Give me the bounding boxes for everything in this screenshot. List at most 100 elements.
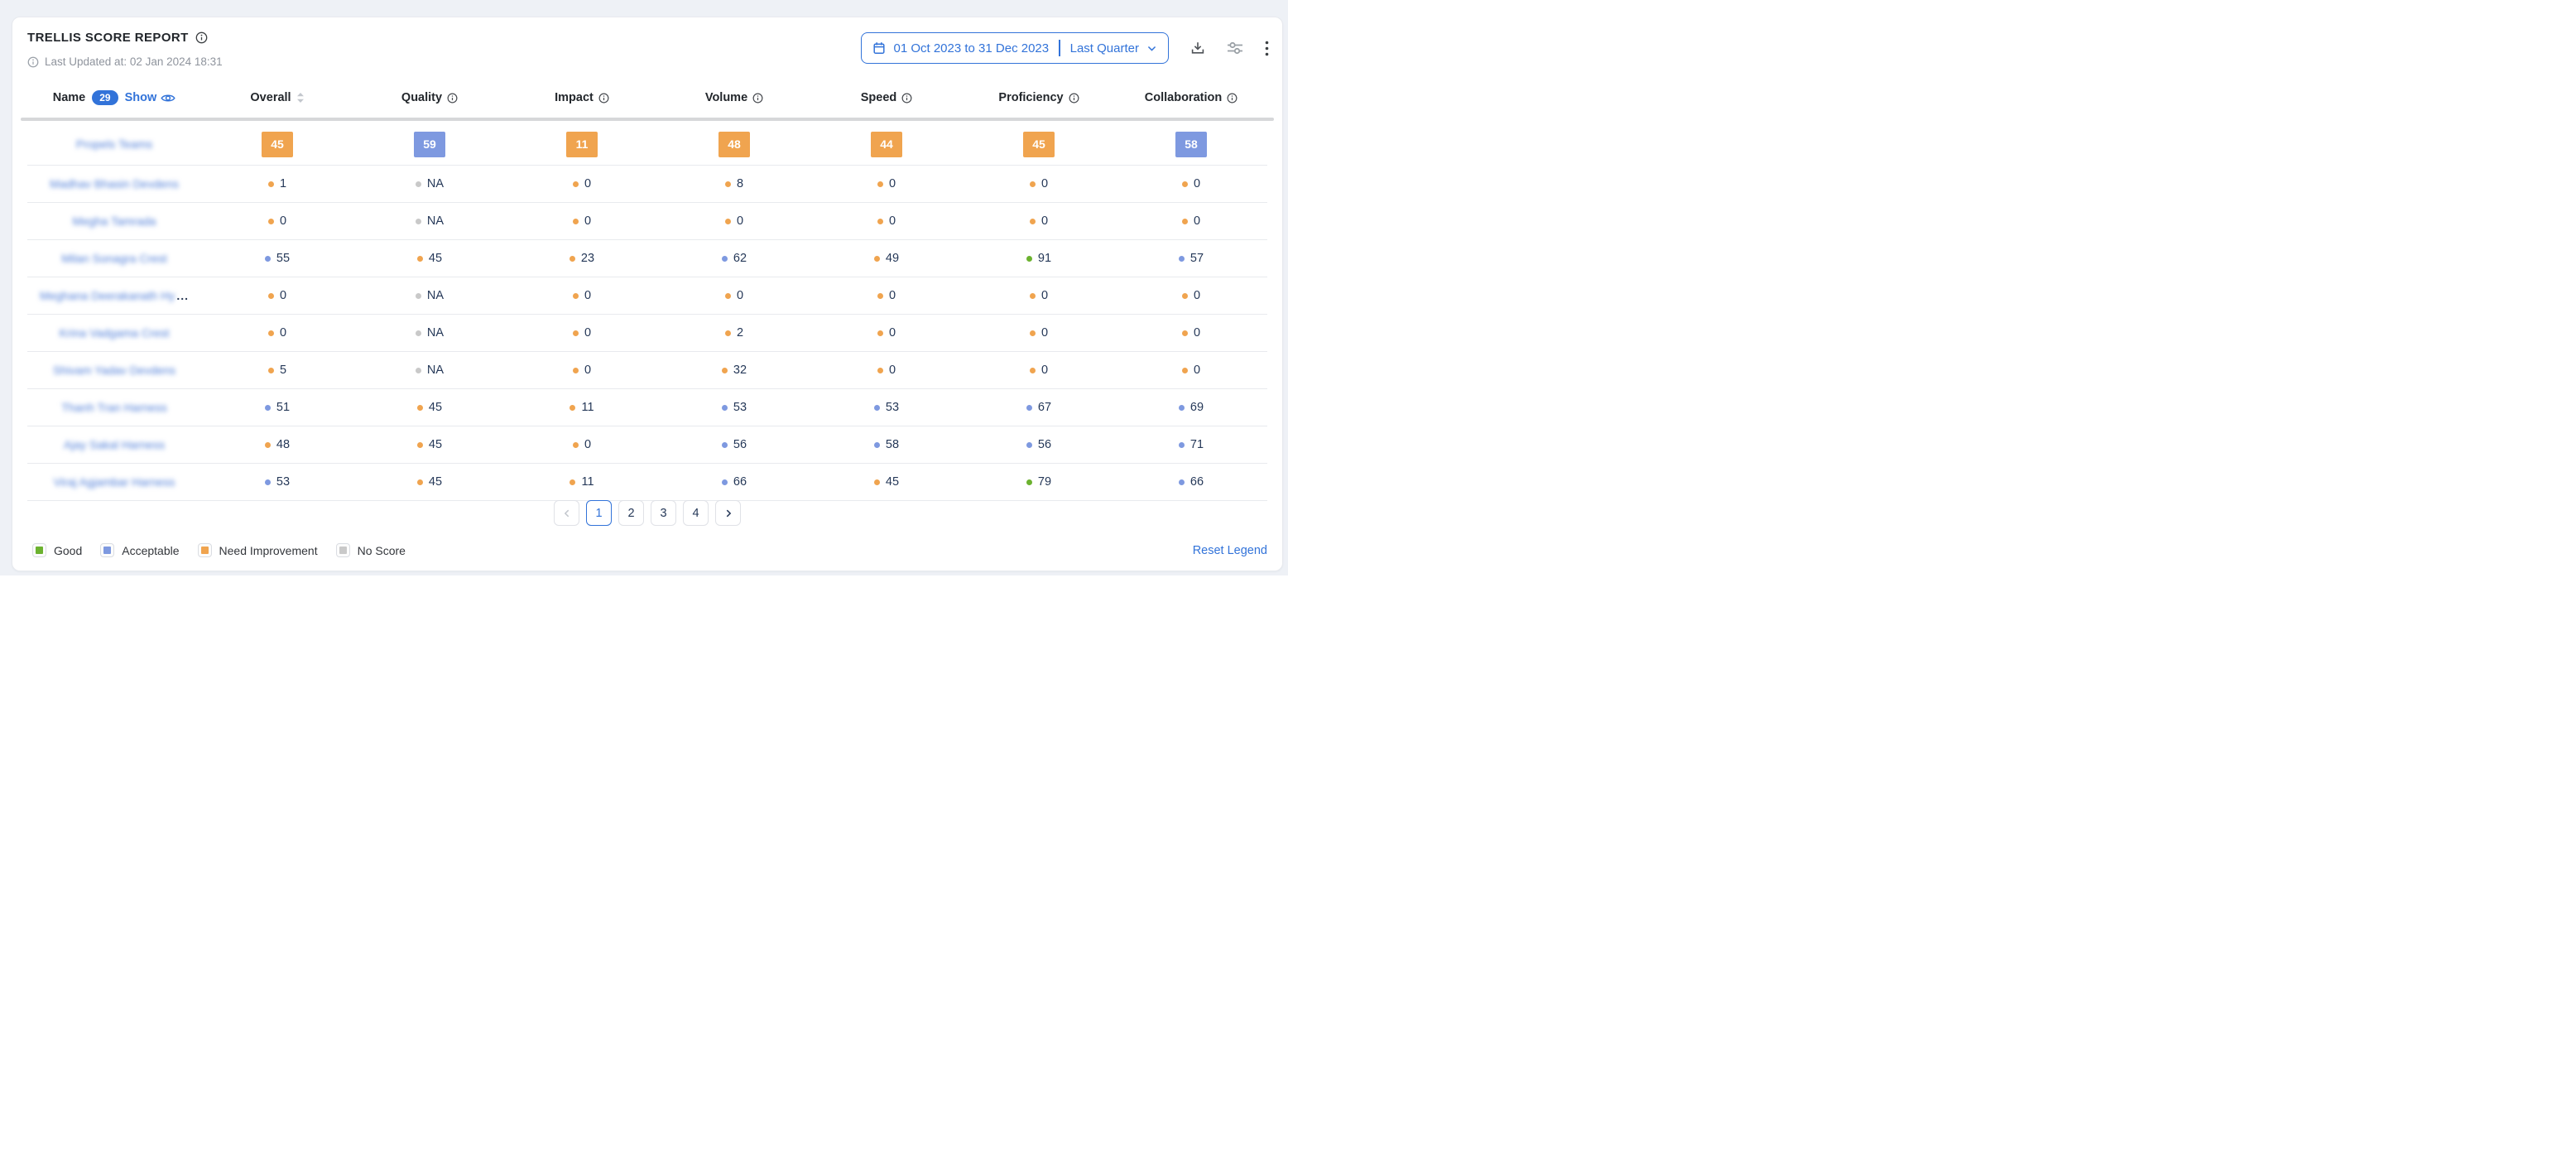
score-badge[interactable]: 44 bbox=[871, 131, 902, 157]
table-row: Meghana Deerakanath Hy... 0 NA 0 0 0 0 0 bbox=[27, 277, 1267, 315]
score-cell: 1 bbox=[201, 177, 353, 190]
score-level-dot bbox=[572, 181, 579, 187]
legend-label: Good bbox=[54, 543, 83, 557]
sliders-icon bbox=[1227, 41, 1243, 55]
score-level-dot bbox=[415, 181, 421, 187]
score-badge[interactable]: 11 bbox=[566, 131, 598, 157]
horizontal-scrollbar[interactable] bbox=[21, 118, 1274, 121]
score-value: 0 bbox=[279, 289, 287, 302]
score-cell: 0 bbox=[506, 289, 658, 302]
column-header-volume[interactable]: Volume bbox=[658, 91, 810, 104]
score-value: 5 bbox=[279, 364, 287, 377]
score-cell: 0 bbox=[963, 326, 1115, 340]
score-value: 0 bbox=[1040, 177, 1049, 190]
score-cell: 23 bbox=[506, 252, 658, 265]
row-name-link[interactable]: Meghana Deerakanath Hy bbox=[39, 289, 175, 302]
filter-settings-button[interactable] bbox=[1227, 41, 1243, 55]
row-name-link[interactable]: Shivam Yadav Devdens bbox=[52, 364, 176, 377]
score-value: 0 bbox=[888, 289, 896, 302]
score-cell: 8 bbox=[658, 177, 810, 190]
score-cell: 32 bbox=[658, 364, 810, 377]
score-level-dot bbox=[1029, 181, 1036, 187]
score-value: 45 bbox=[885, 475, 900, 489]
score-level-dot bbox=[415, 367, 421, 373]
row-name-link[interactable]: Megha Tamrada bbox=[72, 214, 156, 228]
score-value: 91 bbox=[1037, 252, 1052, 265]
date-range-picker[interactable]: 01 Oct 2023 to 31 Dec 2023 Last Quarter bbox=[861, 32, 1169, 64]
last-updated: Last Updated at: 02 Jan 2024 18:31 bbox=[27, 55, 223, 68]
info-icon[interactable] bbox=[1227, 93, 1238, 104]
row-name-link[interactable]: Ajay Sakal Harness bbox=[63, 438, 166, 451]
score-cell: 0 bbox=[963, 214, 1115, 228]
score-badge[interactable]: 58 bbox=[1175, 131, 1207, 157]
info-icon[interactable] bbox=[598, 93, 609, 104]
row-name-link[interactable]: Krina Vadgama Crest bbox=[59, 326, 170, 340]
legend-bar: Good Acceptable Need Improvement No Score R… bbox=[32, 543, 1267, 557]
show-names-toggle[interactable]: Show bbox=[125, 91, 176, 104]
column-header-impact[interactable]: Impact bbox=[506, 91, 658, 104]
name-cell: Shivam Yadav Devdens bbox=[27, 364, 201, 377]
date-preset-label: Last Quarter bbox=[1069, 41, 1139, 55]
score-value: 48 bbox=[276, 438, 291, 451]
score-level-dot bbox=[1178, 404, 1185, 411]
score-cell: 53 bbox=[201, 475, 353, 489]
score-cell: 0 bbox=[1115, 364, 1267, 377]
pagination-next-button[interactable] bbox=[715, 500, 741, 526]
score-level-dot bbox=[415, 330, 421, 336]
summary-score-cell: 45 bbox=[201, 131, 353, 157]
row-name-link[interactable]: Propels Teams bbox=[75, 137, 153, 151]
score-value: 0 bbox=[1193, 177, 1201, 190]
more-options-button[interactable] bbox=[1265, 41, 1269, 56]
column-header-collaboration[interactable]: Collaboration bbox=[1115, 91, 1267, 104]
pagination-page-3[interactable]: 3 bbox=[651, 500, 676, 526]
score-cell: 45 bbox=[353, 401, 506, 414]
score-cell: 0 bbox=[963, 364, 1115, 377]
score-badge[interactable]: 59 bbox=[414, 131, 445, 157]
column-header-proficiency[interactable]: Proficiency bbox=[963, 91, 1115, 104]
column-header-quality[interactable]: Quality bbox=[353, 91, 506, 104]
score-cell: 55 bbox=[201, 252, 353, 265]
info-icon[interactable] bbox=[1069, 93, 1079, 104]
legend-item-need_improvement[interactable]: Need Improvement bbox=[197, 543, 318, 557]
row-name-link[interactable]: Viraj Agjambar Harness bbox=[53, 475, 175, 489]
row-name-link[interactable]: Milan Sonagra Crest bbox=[61, 252, 167, 265]
score-level-dot bbox=[721, 441, 728, 448]
pagination-page-4[interactable]: 4 bbox=[683, 500, 709, 526]
legend-label: Acceptable bbox=[122, 543, 180, 557]
info-icon[interactable] bbox=[901, 93, 912, 104]
table-row: Madhav Bhasin Devdens 1 NA 0 8 0 0 0 bbox=[27, 166, 1267, 203]
download-icon bbox=[1190, 41, 1205, 55]
pagination-prev-button[interactable] bbox=[554, 500, 579, 526]
legend-item-good[interactable]: Good bbox=[32, 543, 82, 557]
column-header-overall[interactable]: Overall bbox=[201, 91, 353, 104]
row-name-link[interactable]: Madhav Bhasin Devdens bbox=[50, 177, 179, 190]
legend-item-no_score[interactable]: No Score bbox=[335, 543, 406, 557]
score-badge[interactable]: 45 bbox=[262, 131, 293, 157]
reset-legend-link[interactable]: Reset Legend bbox=[1192, 543, 1267, 557]
row-name-link[interactable]: Thanh Tran Harness bbox=[61, 401, 167, 414]
download-button[interactable] bbox=[1190, 41, 1205, 55]
legend-label: No Score bbox=[357, 543, 406, 557]
pagination-page-2[interactable]: 2 bbox=[618, 500, 644, 526]
score-value: 53 bbox=[885, 401, 900, 414]
pagination-page-1[interactable]: 1 bbox=[586, 500, 612, 526]
legend-item-acceptable[interactable]: Acceptable bbox=[100, 543, 180, 557]
table-body: Propels Teams 45 59 11 48 44 45 58 Madhav Bhasin… bbox=[27, 123, 1267, 501]
title-info-icon[interactable] bbox=[195, 31, 208, 44]
score-badge[interactable]: 45 bbox=[1023, 131, 1055, 157]
score-cell: 69 bbox=[1115, 401, 1267, 414]
score-cell: 0 bbox=[810, 364, 963, 377]
score-value: 0 bbox=[279, 214, 287, 228]
score-level-dot bbox=[724, 292, 731, 299]
score-level-dot bbox=[415, 218, 421, 224]
score-value: NA bbox=[426, 177, 445, 190]
info-icon[interactable] bbox=[752, 93, 763, 104]
score-badge[interactable]: 48 bbox=[718, 131, 750, 157]
report-header: TRELLIS SCORE REPORT bbox=[27, 31, 208, 45]
last-updated-text: Last Updated at: 02 Jan 2024 18:31 bbox=[45, 55, 223, 68]
info-icon[interactable] bbox=[447, 93, 458, 104]
column-header-label: Impact bbox=[555, 91, 594, 104]
score-value: 69 bbox=[1189, 401, 1204, 414]
score-value: 1 bbox=[279, 177, 287, 190]
column-header-speed[interactable]: Speed bbox=[810, 91, 963, 104]
